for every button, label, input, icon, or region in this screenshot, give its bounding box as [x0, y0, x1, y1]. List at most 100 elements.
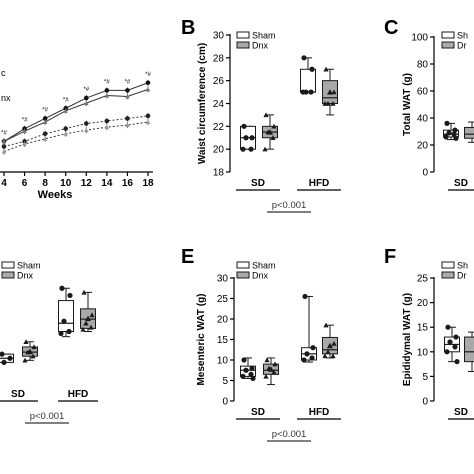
panel-a-plot: 4 6 8 10 12 14 16 18 *# *# *# *# *# *# *# *# [0, 72, 154, 189]
panel-a-series-point-3 [42, 131, 48, 137]
panel-d-box-dnx-sd-point [23, 339, 29, 345]
panel-a-series-line-3 [3, 115, 149, 147]
panel-a-x-tick-label: 12 [81, 178, 93, 189]
panel-b-y-tick-label: 30 [213, 31, 225, 42]
panel-e-y-label: Mesenteric WAT (g) [196, 293, 207, 385]
panel-c-y-tick-label: 80 [417, 60, 429, 71]
panel-a-series-point-2 [22, 128, 27, 134]
panel-a-series-point-1 [104, 88, 110, 93]
panel-c-y-tick-label: 100 [411, 33, 428, 44]
panel-c-legend-label-sham: Sh [457, 31, 468, 41]
panel-e-box-dnx-hfd-point [322, 353, 328, 359]
panel-e-box-dnx-sd-point [264, 357, 270, 363]
panel-a-series-point-1 [42, 116, 48, 121]
panel-b-letter: B [181, 17, 195, 39]
panel-a-x-tick-label: 4 [1, 178, 7, 189]
panel-b-box-dnx-hfd-point [330, 100, 336, 106]
panel-f-legend-label-sham: Sh [457, 261, 468, 271]
panel-e-box-sham-sd-point [249, 365, 255, 371]
panel-e-box-sham-sd-point [250, 375, 256, 382]
panel-b-box-dnx-hfd-point [323, 66, 329, 72]
panel-a-series-point-2 [63, 108, 69, 113]
panel-a-series-point-4 [63, 131, 69, 136]
panel-b-y-tick-label: 22 [213, 122, 225, 133]
panel-a-series-point-1 [83, 95, 89, 101]
panel-b-y-label: Waist circumference (cm) [197, 43, 208, 164]
panel-b-box-dnx-sd-point [271, 123, 277, 129]
panel-a-x-tick-label: 8 [42, 178, 48, 189]
panel-a-legend-fragment-1: c [1, 68, 6, 78]
panel-a-legend-fragment-2: nx [1, 93, 11, 103]
panel-a-series-point-2 [1, 139, 7, 144]
panel-a-x-tick-label: 6 [22, 178, 28, 189]
panel-c-box-sham-sd-point [451, 131, 457, 137]
panel-f-legend-label-dnx: Dr [457, 271, 467, 281]
panel-a-series-line-1 [3, 82, 149, 142]
panel-e-box-sham-sd-point [243, 367, 249, 373]
panel-a-series-point-1 [145, 80, 151, 86]
panel-f-y-label: Epididymal WAT (g) [402, 293, 413, 386]
panel-e-box-sham-hfd-point [310, 345, 316, 351]
panel-a-series-point-2 [125, 94, 130, 99]
panel-a-significance-label: *# [1, 130, 7, 136]
panel-b-box-dnx-sd-point [263, 112, 269, 118]
panel-b-box-dnx-sd-point [270, 135, 276, 140]
panel-e-y-tick-label: 10 [217, 356, 229, 367]
panel-e-box-dnx-sd-point [263, 373, 269, 379]
panel-d-box-dnx-hfd-point [80, 326, 86, 332]
panel-d-box-sham-hfd-point [66, 328, 72, 335]
panel-b-y-tick-label: 20 [213, 145, 225, 156]
panel-b-y-tick-label: 26 [213, 76, 225, 87]
panel-a-series-point-4 [104, 124, 110, 130]
panel-f-box-sham-sd-point [454, 359, 460, 365]
panel-e-group-label-hfd: HFD [309, 407, 330, 418]
panel-a-x-tick-label: 16 [122, 178, 134, 189]
panel-a-significance-label: *# [145, 72, 151, 78]
panel-d-box-dnx-hfd-point [81, 289, 87, 295]
panel-c-y-tick-label: 0 [422, 168, 428, 179]
panel-c-y-tick-label: 60 [417, 87, 429, 98]
panel-d-box-sham-hfd-point [58, 330, 64, 337]
panel-d-box-sham-sd-point [7, 355, 13, 361]
panel-b-p-value: p<0.001 [272, 200, 307, 211]
panel-d-box-dnx-hfd-mean-marker [85, 315, 91, 322]
panel-e-legend-label-dnx: Dnx [252, 271, 269, 281]
panel-a-series-point-4 [83, 127, 89, 133]
panel-e-box-dnx-sd-point [271, 369, 277, 375]
panel-a-significance-label: *# [22, 118, 28, 124]
panel-e-group-label-sd: SD [251, 407, 265, 418]
panel-b-box-sham-hfd-point [308, 89, 314, 95]
panel-b-legend-label-sham: Sham [252, 31, 276, 41]
panel-c-y-label: Total WAT (g) [402, 73, 413, 136]
panel-d-group-label-hfd: HFD [68, 389, 89, 400]
panel-b-box-sham-hfd-point [300, 89, 306, 95]
panel-d-box-dnx-hfd-point [89, 312, 95, 318]
panel-e-box-sham-hfd-point [304, 351, 310, 357]
panel-b-box-dnx-sd-point [262, 146, 268, 152]
panel-e: E 0 5 10 15 20 25 30 Mesenteric WAT (g) SD HFDp<0… [181, 246, 341, 442]
panel-e-legend-swatch-dnx [236, 271, 250, 279]
panel-b-box-dnx-hfd-mean-marker [327, 89, 333, 95]
panel-e-box-dnx-sd-point [266, 365, 272, 371]
panel-b-box-sham-hfd-point [309, 66, 315, 72]
panel-b-y-tick-label: 28 [213, 53, 225, 64]
panel-d-box-dnx-sd-point [25, 349, 31, 355]
panel-f-box-dnx-sd [464, 336, 474, 363]
panel-b-box-dnx-hfd-point [331, 89, 337, 95]
panel-e-y-tick-label: 20 [217, 315, 229, 326]
panel-a-series-point-3 [145, 113, 151, 119]
panel-a-series-point-2 [104, 93, 110, 98]
panel-c-box-dnx-sd [464, 126, 474, 139]
panel-f-y-tick-label: 25 [417, 274, 429, 285]
panel-a-series-point-3 [125, 116, 130, 121]
panel-e-box-sham-sd-point [240, 373, 246, 379]
panel-b-box-dnx-sd-point [265, 129, 271, 135]
panel-c-box-sham-sd-point [453, 135, 459, 141]
panel-b-group-label-sd: SD [251, 178, 265, 189]
panel-a-series-point-1 [125, 88, 130, 93]
panel-e-box-sham-hfd-point [309, 355, 315, 361]
